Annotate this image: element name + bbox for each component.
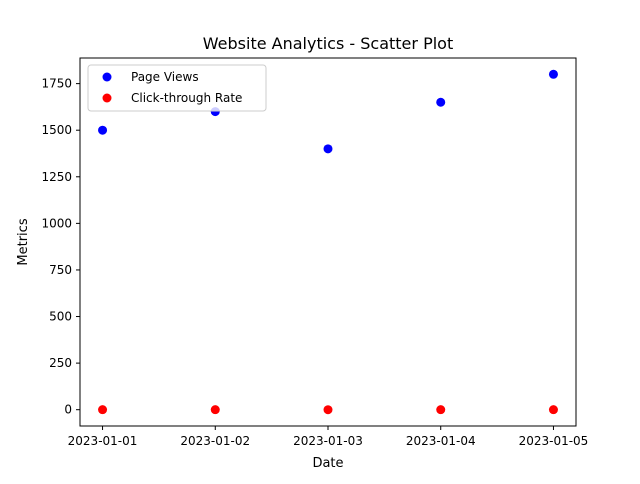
x-tick-label: 2023-01-01 [68, 434, 138, 448]
series-1-point-1 [210, 405, 220, 415]
chart-title: Website Analytics - Scatter Plot [203, 34, 453, 53]
series-1-point-0 [98, 405, 108, 415]
series-1-point-4 [548, 405, 558, 415]
series-0-point-2 [323, 144, 333, 154]
series-1-point-2 [323, 405, 333, 415]
x-axis-label: Date [312, 456, 343, 471]
x-tick-label: 2023-01-02 [180, 434, 250, 448]
y-tick-label: 1250 [41, 170, 72, 184]
legend-box [87, 64, 267, 112]
x-tick-label: 2023-01-04 [406, 434, 476, 448]
legend-label-0: Page Views [131, 70, 199, 84]
y-tick-label: 1500 [41, 123, 72, 137]
y-tick-label: 0 [64, 403, 72, 417]
series-0-point-3 [436, 97, 446, 107]
series-0-point-4 [548, 69, 558, 79]
x-tick-label: 2023-01-03 [293, 434, 363, 448]
legend-label-1: Click-through Rate [131, 91, 242, 105]
y-axis-ticks: 0 250 500 750 1000 1250 1500 1750 [41, 77, 80, 417]
y-tick-label: 500 [49, 310, 72, 324]
y-axis-label: Metrics [16, 218, 31, 265]
series-1-point-3 [436, 405, 446, 415]
legend-marker-1 [102, 93, 112, 103]
y-tick-label: 1750 [41, 77, 72, 91]
y-tick-label: 250 [49, 356, 72, 370]
axes-frame [79, 57, 577, 427]
x-axis-ticks: 2023-01-01 2023-01-02 2023-01-03 2023-01-04… [68, 426, 589, 448]
series-0-point-0 [98, 125, 108, 135]
x-tick-label: 2023-01-05 [519, 434, 589, 448]
legend: Page Views Click-through Rate [87, 64, 267, 112]
data-marks [98, 69, 558, 415]
legend-marker-0 [102, 72, 112, 82]
y-tick-label: 750 [49, 263, 72, 277]
y-tick-label: 1000 [41, 216, 72, 230]
